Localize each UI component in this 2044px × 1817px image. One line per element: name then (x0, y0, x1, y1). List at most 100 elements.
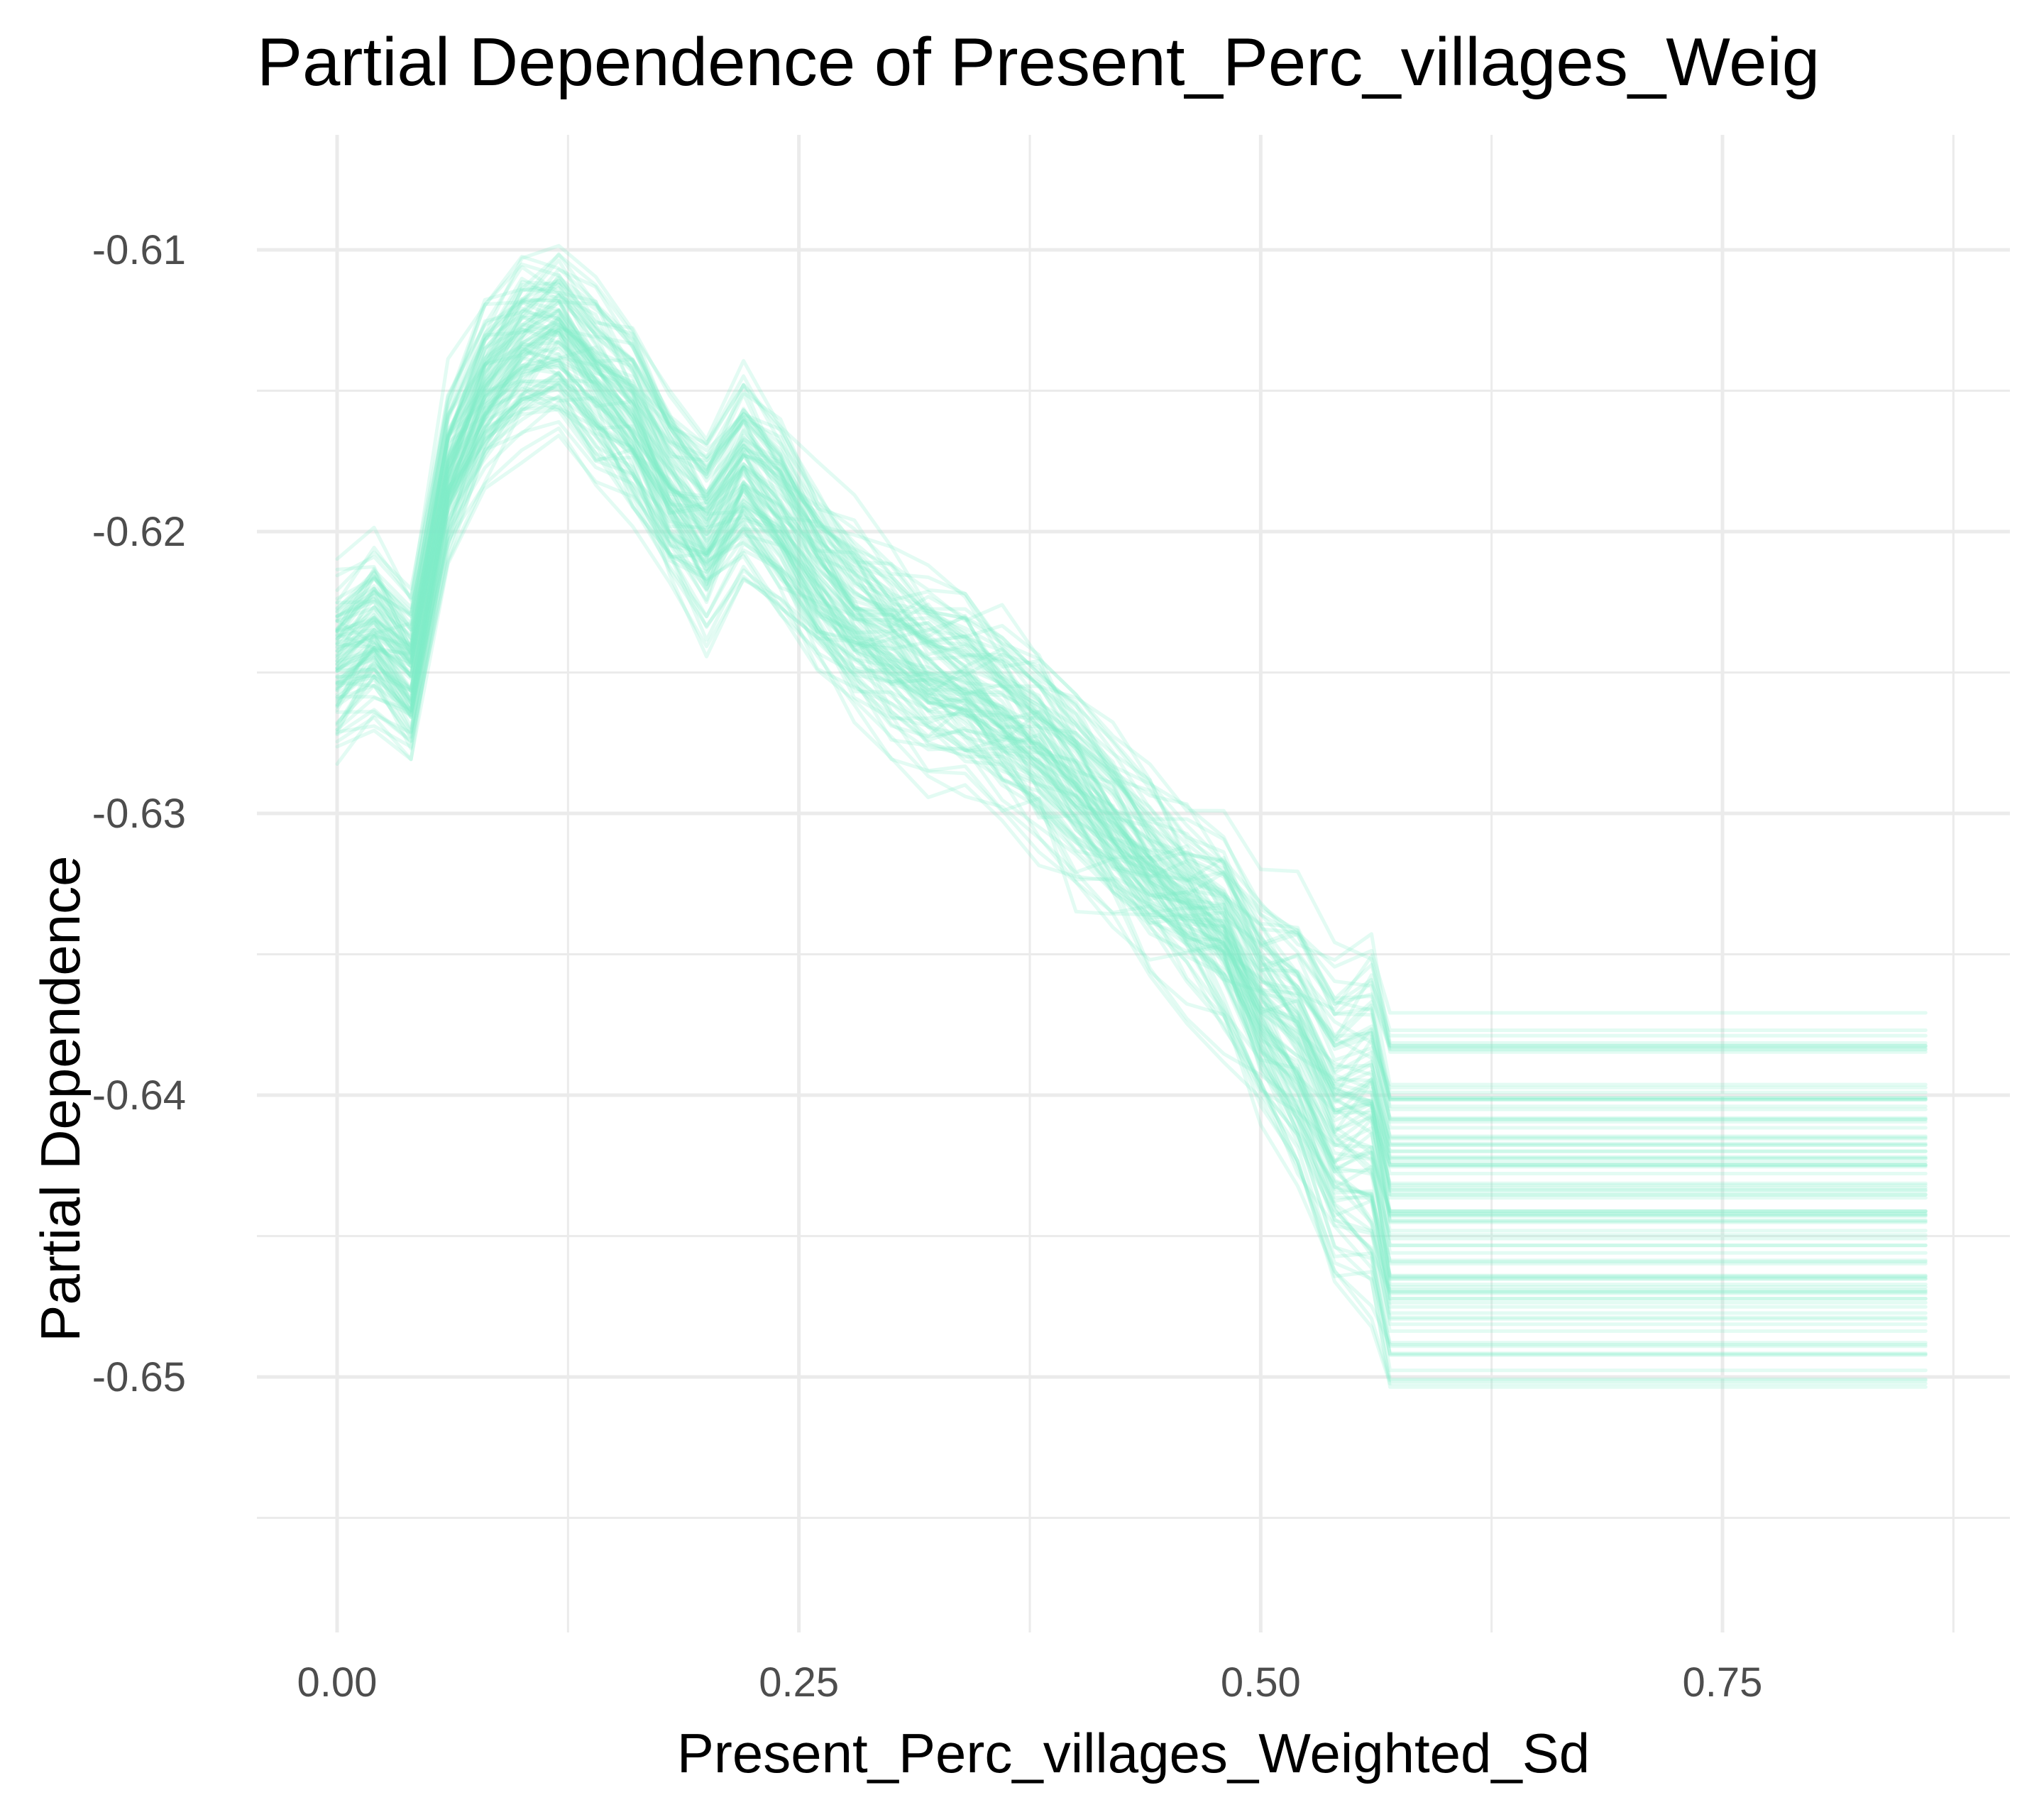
ice-line (335, 317, 1928, 1147)
ice-line (335, 307, 1928, 1153)
ice-line (335, 349, 1928, 1049)
ice-line (335, 356, 1928, 1321)
ice-line (335, 380, 1928, 1266)
ice-line (335, 282, 1928, 1052)
chart-title: Partial Dependence of Present_Perc_villa… (257, 24, 1820, 100)
ice-line (335, 309, 1928, 1045)
ice-line (335, 363, 1928, 1159)
ice-line (335, 331, 1928, 1385)
ice-line (335, 382, 1928, 1164)
ice-line (335, 252, 1928, 1301)
ice-line (335, 345, 1928, 1287)
ice-line (335, 358, 1928, 1222)
ice-line (335, 344, 1928, 1197)
ice-line (335, 286, 1928, 1281)
ice-lines-layer (335, 243, 1928, 1389)
ice-line (335, 280, 1928, 1381)
ice-line (335, 309, 1928, 1147)
ice-line (335, 313, 1928, 1278)
ice-line (335, 419, 1928, 1146)
ice-line (335, 253, 1928, 1167)
ice-line (335, 352, 1928, 1192)
ice-line (335, 393, 1928, 1389)
ice-line (335, 275, 1928, 1100)
ice-line (335, 298, 1928, 1138)
ice-line (335, 407, 1928, 1160)
ice-line (335, 327, 1928, 1333)
ice-line (335, 278, 1928, 1051)
grid-layer (257, 135, 2010, 1632)
ice-line (335, 383, 1928, 1383)
ice-line (335, 300, 1928, 1213)
ice-line (335, 328, 1928, 1120)
ice-line (335, 383, 1928, 1102)
ice-line (335, 279, 1928, 1140)
ice-line (335, 315, 1928, 1247)
ice-line (335, 293, 1928, 1141)
ice-line (335, 370, 1928, 1153)
ice-line (335, 405, 1928, 1292)
ice-line (335, 346, 1928, 1218)
ice-line (335, 341, 1928, 1185)
ice-line (335, 314, 1928, 1289)
ice-line (335, 299, 1928, 1089)
ice-line (335, 355, 1928, 1346)
ice-line (335, 400, 1928, 1263)
ice-line (335, 268, 1928, 1190)
ice-line (335, 328, 1928, 1233)
ice-line (335, 265, 1928, 1087)
ice-line (335, 426, 1928, 1357)
ice-line (335, 386, 1928, 1345)
ice-line (335, 326, 1928, 1122)
ice-line (335, 287, 1928, 1100)
ice-line (335, 273, 1928, 1315)
ice-line (335, 370, 1928, 1224)
ice-line (335, 326, 1928, 1237)
ice-line (335, 262, 1928, 1187)
ice-line (335, 338, 1928, 1301)
y-tick-label: -0.63 (92, 791, 186, 837)
ice-line (335, 282, 1928, 1327)
ice-line (335, 309, 1928, 1193)
ice-line (335, 243, 1928, 1015)
ice-line (335, 323, 1928, 1102)
x-tick-label: 0.75 (1683, 1659, 1763, 1706)
ice-line (335, 318, 1928, 1111)
ice-line (335, 327, 1928, 1280)
ice-line (335, 309, 1928, 1309)
ice-line (335, 378, 1928, 1349)
y-axis-title: Partial Dependence (29, 855, 92, 1341)
ice-line (335, 396, 1928, 1356)
ice-line (335, 300, 1928, 1305)
x-axis-title: Present_Perc_villages_Weighted_Sd (677, 1722, 1590, 1784)
ice-line (335, 344, 1928, 1101)
ice-line (335, 319, 1928, 1356)
ice-line (335, 280, 1928, 1048)
ice-line (335, 297, 1928, 1124)
ice-line (335, 293, 1928, 1032)
ice-line (335, 375, 1928, 1278)
x-tick-label: 0.50 (1221, 1659, 1301, 1706)
ice-line (335, 298, 1928, 1094)
ice-line (335, 378, 1928, 1294)
ice-line (335, 322, 1928, 1160)
ice-line (335, 329, 1928, 1214)
ice-line (335, 325, 1928, 1200)
ice-line (335, 380, 1928, 1130)
ice-line (335, 341, 1928, 1121)
ice-line (335, 313, 1928, 1217)
ice-line (335, 255, 1928, 1054)
ice-line (335, 366, 1928, 1295)
ice-line (335, 322, 1928, 1169)
y-tick-label: -0.62 (92, 509, 186, 555)
ice-line (335, 394, 1928, 1197)
ice-line (335, 379, 1928, 1373)
ice-line (335, 358, 1928, 1048)
ice-line (335, 371, 1928, 1167)
ice-line (335, 339, 1928, 1175)
ice-line (335, 276, 1928, 1216)
ice-line (335, 395, 1928, 1109)
tick-labels-layer: 0.00 0.25 0.50 0.75 -0.61 -0.62 -0.63 -0.64 -0.6… (92, 227, 1763, 1706)
x-tick-label: 0.00 (297, 1659, 378, 1706)
